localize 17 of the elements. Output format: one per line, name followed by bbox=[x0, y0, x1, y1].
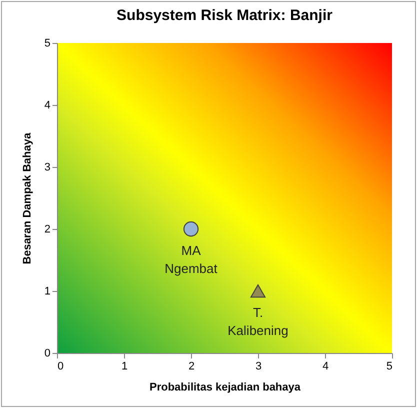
x-axis-title: Probabilitas kejadian bahaya bbox=[149, 382, 302, 394]
chart-title: Subsystem Risk Matrix: Banjir bbox=[116, 7, 333, 24]
x-tick-label: 4 bbox=[322, 360, 329, 372]
x-tick-label: 1 bbox=[121, 360, 128, 372]
y-tick-label: 1 bbox=[44, 286, 50, 298]
y-tick-label: 3 bbox=[44, 162, 50, 174]
y-tick-label: 2 bbox=[44, 224, 50, 236]
x-tick-label: 0 bbox=[58, 360, 64, 372]
x-tick-label: 3 bbox=[255, 360, 262, 372]
x-tick-label: 5 bbox=[386, 360, 392, 372]
series-label: T. Kalibening bbox=[228, 305, 288, 338]
y-tick-label: 0 bbox=[44, 348, 50, 360]
x-tick-label: 2 bbox=[188, 360, 195, 372]
series-label: MA Ngembat bbox=[164, 243, 218, 276]
y-tick-label: 5 bbox=[44, 38, 50, 50]
y-tick-label: 4 bbox=[44, 100, 50, 112]
y-axis-title: Besaran Dampak Bahaya bbox=[21, 132, 34, 264]
